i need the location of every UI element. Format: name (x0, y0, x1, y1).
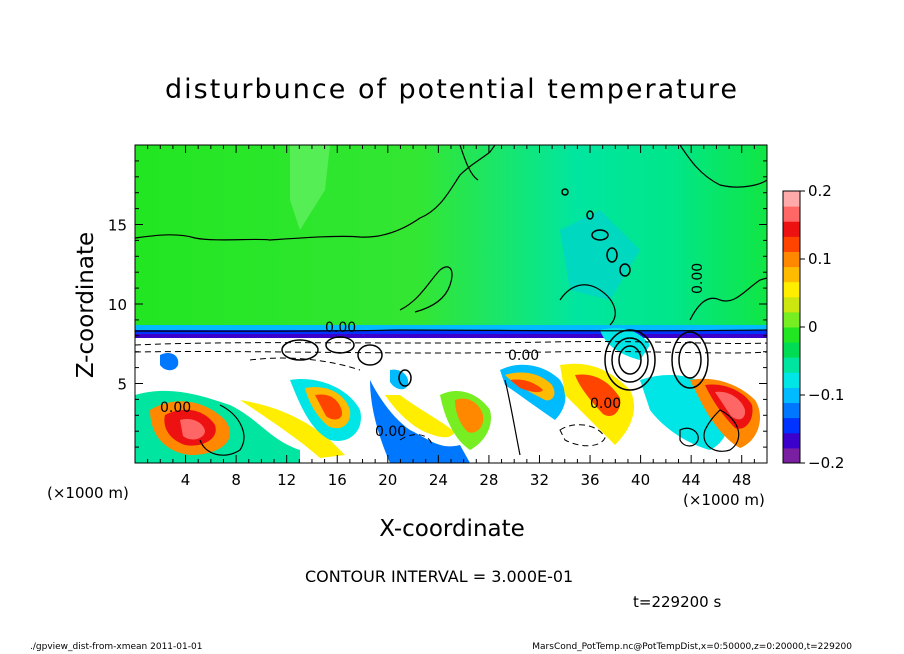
colorbar-tick-label: −0.1 (808, 386, 844, 404)
colorbar-swatch (783, 387, 800, 404)
x-tick-label: 40 (631, 471, 650, 489)
y-tick-label: 15 (108, 217, 127, 235)
x-tick-label: 8 (231, 471, 241, 489)
negative-contours (135, 341, 767, 447)
colorbar: 0.2 0.1 0 −0.1 −0.2 (782, 182, 844, 472)
x-tick-label: 4 (181, 471, 191, 489)
colorbar-swatch (783, 296, 800, 313)
colorbar-tick-label: 0.1 (808, 250, 832, 268)
colorbar-swatch (783, 432, 800, 449)
y-axis-label: Z-coordinate (73, 232, 99, 378)
y-axis: 5 10 15 (108, 160, 767, 448)
colorbar-swatch (783, 311, 800, 328)
x-units-label: (×1000 m) (47, 484, 129, 502)
contour-clusters (281, 188, 709, 391)
colorbar-tick-label: 0.2 (808, 182, 832, 200)
x-tick-label: 16 (328, 471, 347, 489)
contour-label: 0.00 (375, 424, 406, 440)
x-tick-label: 36 (580, 471, 599, 489)
x-tick-label: 12 (277, 471, 296, 489)
x-tick-label: 48 (732, 471, 751, 489)
x-axis: 4 8 12 16 20 24 28 32 36 40 44 48 (147, 145, 755, 489)
x-tick-label: 28 (479, 471, 498, 489)
contour-label: 0.00 (690, 263, 706, 294)
contour-label-group: 0.00 0.00 0.00 0.00 0.00 0.00 (160, 263, 706, 440)
colorbar-swatch (783, 266, 800, 283)
colorbar-swatch (783, 402, 800, 419)
colorbar-swatch (783, 447, 800, 464)
contour-interval-note: CONTOUR INTERVAL = 3.000E-01 (305, 567, 574, 586)
contour-lines (135, 145, 767, 456)
colorbar-swatch (783, 251, 800, 268)
colorbar-swatch (783, 221, 800, 237)
colorbar-swatch (783, 417, 800, 434)
x-units-label: (×1000 m) (683, 491, 765, 509)
contour-label: 0.00 (590, 396, 621, 412)
colorbar-swatch (783, 372, 800, 388)
colorbar-swatch (783, 281, 800, 298)
colorbar-tick-label: 0 (808, 318, 818, 336)
y-tick-label: 5 (117, 376, 127, 394)
colorbar-swatch (783, 236, 800, 252)
x-axis-label: X-coordinate (379, 516, 525, 542)
colorbar-swatch (783, 206, 800, 222)
x-tick-label: 32 (530, 471, 549, 489)
colorbar-tick-label: −0.2 (808, 454, 844, 472)
contour-label: 0.00 (160, 400, 191, 416)
x-tick-label: 44 (682, 471, 701, 489)
heatmap-field (135, 145, 767, 463)
colorbar-swatch (783, 357, 800, 373)
chart-title: disturbunce of potential temperature (165, 74, 739, 105)
colorbar-swatch (783, 342, 800, 358)
colorbar-swatch (783, 327, 800, 343)
y-tick-label: 10 (108, 296, 127, 314)
contour-label: 0.00 (508, 348, 539, 364)
colorbar-swatch (783, 191, 800, 207)
footer-right: MarsCond_PotTemp.nc@PotTempDist,x=0:5000… (532, 642, 852, 652)
contour-label: 0.00 (325, 320, 356, 336)
x-tick-label: 20 (378, 471, 397, 489)
footer-left: ./gpview_dist-from-xmean 2011-01-01 (30, 642, 203, 652)
x-tick-label: 24 (429, 471, 448, 489)
time-note: t=229200 s (633, 593, 722, 611)
